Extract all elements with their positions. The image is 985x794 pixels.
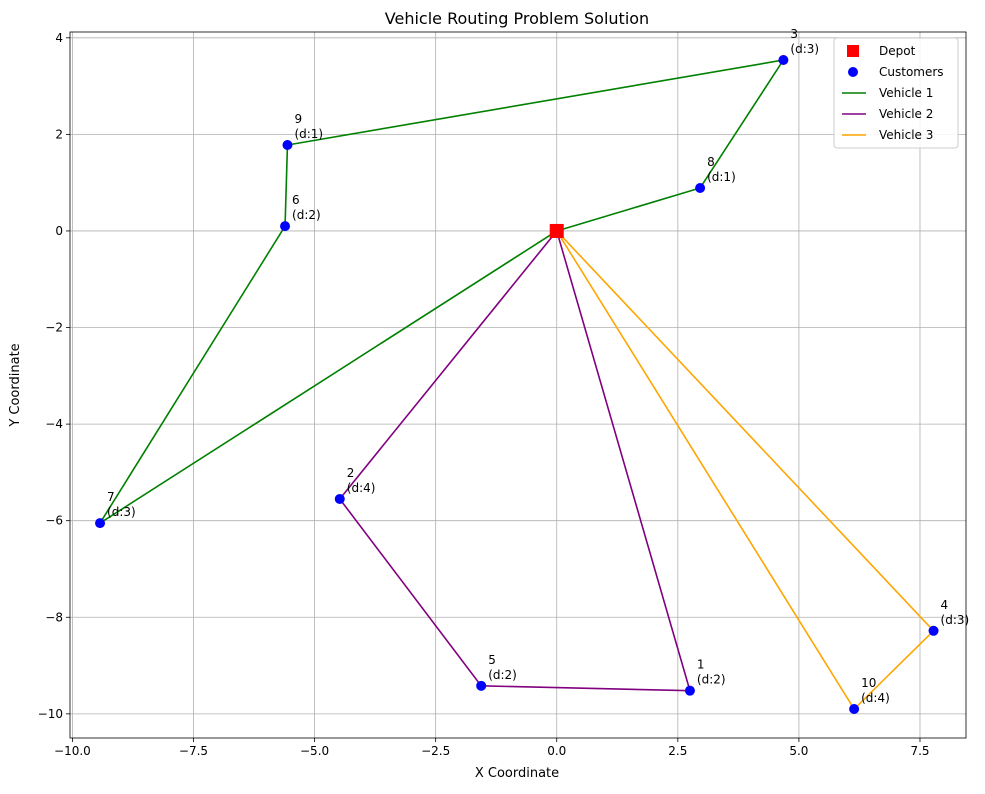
legend-label: Customers bbox=[879, 65, 944, 79]
x-tick-label: −5.0 bbox=[300, 744, 329, 758]
legend-label: Vehicle 3 bbox=[879, 128, 933, 142]
point-labels: 1(d:2)2(d:4)3(d:3)4(d:3)5(d:2)6(d:2)7(d:… bbox=[107, 27, 969, 705]
y-tick-label: −4 bbox=[45, 417, 63, 431]
y-tick-label: −8 bbox=[45, 610, 63, 624]
customer-point bbox=[334, 493, 345, 504]
customer-id-label: 3 bbox=[790, 27, 798, 41]
y-tick-label: 2 bbox=[55, 127, 63, 141]
customer-id-label: 5 bbox=[488, 653, 496, 667]
customer-point bbox=[476, 680, 487, 691]
x-tick-label: 7.5 bbox=[910, 744, 929, 758]
route-line-vehicle-3 bbox=[556, 230, 935, 711]
routes bbox=[99, 58, 935, 711]
customer-id-label: 7 bbox=[107, 490, 115, 504]
x-tick-label: 2.5 bbox=[668, 744, 687, 758]
customer-id-label: 9 bbox=[294, 112, 302, 126]
customer-point bbox=[778, 55, 789, 66]
legend-customer-marker bbox=[848, 67, 858, 77]
legend-label: Depot bbox=[879, 44, 916, 58]
customer-demand-label: (d:3) bbox=[107, 505, 136, 519]
customer-point bbox=[928, 625, 939, 636]
customer-demand-label: (d:2) bbox=[697, 673, 726, 687]
x-tick-label: 0.0 bbox=[547, 744, 566, 758]
x-tick-label: −2.5 bbox=[421, 744, 450, 758]
x-tick-label: −10.0 bbox=[54, 744, 91, 758]
customer-id-label: 2 bbox=[347, 466, 355, 480]
x-tick-label: −7.5 bbox=[179, 744, 208, 758]
customer-id-label: 8 bbox=[707, 155, 715, 169]
customer-demand-label: (d:4) bbox=[347, 481, 376, 495]
y-tick-label: −2 bbox=[45, 321, 63, 335]
legend-label: Vehicle 1 bbox=[879, 86, 933, 100]
x-axis-label: X Coordinate bbox=[475, 766, 559, 781]
customer-demand-label: (d:1) bbox=[294, 127, 323, 141]
legend-box bbox=[833, 37, 959, 149]
legend-label: Vehicle 2 bbox=[879, 107, 933, 121]
depot-marker bbox=[549, 223, 564, 238]
customer-id-label: 1 bbox=[697, 658, 705, 672]
points bbox=[95, 55, 939, 715]
customer-point bbox=[684, 685, 695, 696]
customer-point bbox=[280, 221, 291, 232]
customer-point bbox=[849, 704, 860, 715]
customer-demand-label: (d:2) bbox=[292, 208, 321, 222]
customer-demand-label: (d:1) bbox=[707, 170, 736, 184]
customer-demand-label: (d:4) bbox=[861, 691, 890, 705]
route-line-vehicle-2 bbox=[338, 230, 692, 692]
y-tick-label: −6 bbox=[45, 514, 63, 528]
customer-id-label: 10 bbox=[861, 676, 876, 690]
y-tick-label: −10 bbox=[38, 707, 63, 721]
customer-id-label: 6 bbox=[292, 193, 300, 207]
route-line-vehicle-1 bbox=[99, 58, 786, 524]
legend-depot-marker bbox=[847, 45, 859, 57]
y-tick-label: 0 bbox=[55, 224, 63, 238]
customer-demand-label: (d:3) bbox=[941, 613, 970, 627]
plot-frame bbox=[69, 31, 967, 739]
customer-point bbox=[282, 139, 293, 150]
y-axis-label: Y Coordinate bbox=[8, 343, 23, 427]
customer-point bbox=[95, 518, 106, 529]
chart-title: Vehicle Routing Problem Solution bbox=[385, 9, 649, 28]
grid bbox=[70, 32, 966, 738]
customer-demand-label: (d:3) bbox=[790, 42, 819, 56]
axes: −10.0 −7.5 −5.0 −2.5 0.0 2.5 5.0 7.5 4 2 0 −2 −4 −6 −8… bbox=[38, 31, 967, 758]
x-tick-label: 5.0 bbox=[789, 744, 808, 758]
customer-demand-label: (d:2) bbox=[488, 668, 517, 682]
y-tick-label: 4 bbox=[55, 31, 63, 45]
legend: Depot Customers Vehicle 1 Vehicle 2 Vehicle … bbox=[833, 37, 959, 149]
customer-id-label: 4 bbox=[941, 598, 949, 612]
customer-point bbox=[695, 182, 706, 193]
